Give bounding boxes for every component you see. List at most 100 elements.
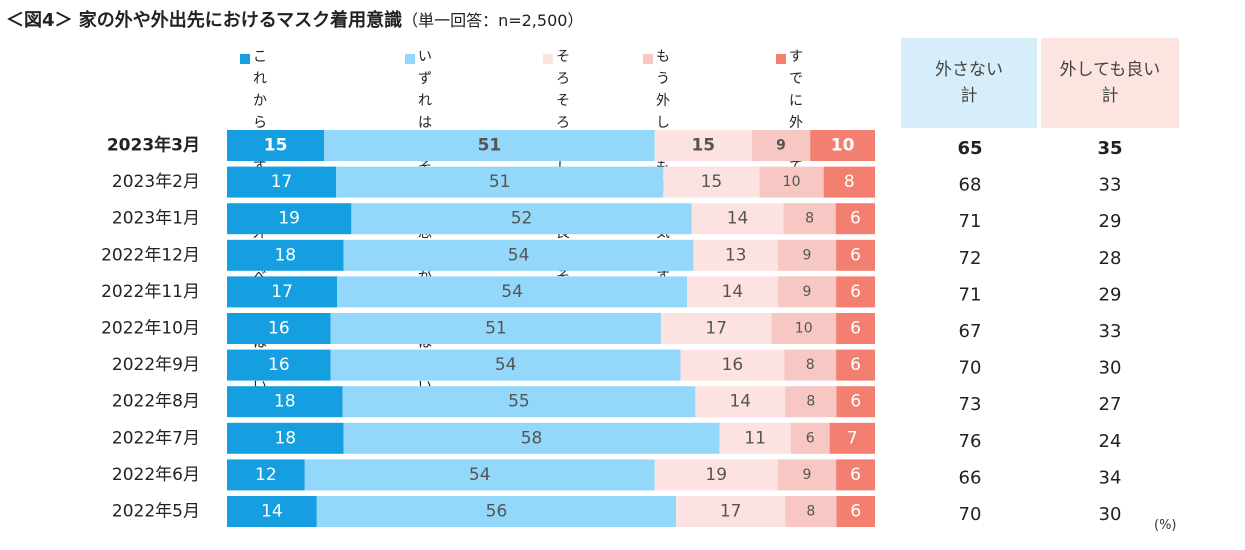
bar-segment-1 — [227, 203, 352, 235]
data-label: 18 — [274, 245, 296, 265]
data-label: 14 — [729, 392, 751, 412]
data-label: 58 — [521, 428, 543, 448]
bar-segment-1 — [227, 349, 331, 381]
bar-segment-2 — [304, 459, 655, 491]
unit-label: (%) — [1154, 518, 1177, 533]
data-label: 8 — [806, 504, 815, 520]
data-label: 9 — [776, 138, 786, 154]
category-label: 2022年5月 — [112, 502, 200, 522]
bar-segment-3 — [680, 349, 785, 381]
total-remove-value: 29 — [1099, 211, 1122, 232]
data-label: 6 — [850, 355, 861, 375]
data-label: 51 — [489, 172, 511, 192]
bar-segment-3 — [661, 313, 772, 344]
legend-swatch-4 — [643, 54, 653, 64]
chart-title-main: ＜図4＞ 家の外や外出先におけるマスク着用意識 — [6, 10, 403, 31]
bar-segment-5 — [836, 386, 875, 418]
data-label: 6 — [850, 245, 861, 265]
data-label: 17 — [705, 319, 727, 339]
data-label: 17 — [271, 282, 293, 302]
bar-segment-4 — [777, 239, 837, 271]
bar-segment-2 — [342, 386, 696, 418]
category-label: 2023年1月 — [112, 209, 200, 229]
bar-segment-5 — [823, 166, 875, 198]
data-label: 11 — [744, 428, 766, 448]
data-label: 54 — [495, 355, 517, 375]
data-label: 14 — [261, 502, 283, 522]
category-label: 2022年11月 — [101, 282, 200, 302]
data-label: 56 — [486, 502, 508, 522]
data-label: 8 — [844, 172, 855, 192]
bar-segment-5 — [836, 276, 875, 308]
bar-segment-2 — [316, 496, 677, 527]
data-label: 17 — [720, 502, 742, 522]
data-label: 14 — [727, 209, 749, 229]
data-label: 51 — [485, 319, 507, 339]
legend-swatch-1 — [240, 54, 250, 64]
data-label: 19 — [705, 465, 727, 485]
data-label: 7 — [847, 428, 858, 448]
bar-segment-5 — [810, 130, 875, 161]
bar-segment-2 — [337, 276, 688, 308]
bar-segment-1 — [227, 313, 331, 344]
total-keep-value: 68 — [959, 175, 982, 196]
total-remove-value: 30 — [1099, 504, 1122, 525]
legend-swatch-3 — [543, 54, 553, 64]
data-label: 18 — [274, 428, 296, 448]
bar-segment-4 — [790, 422, 830, 454]
bar-segment-2 — [330, 313, 662, 344]
bar-segment-4 — [785, 386, 837, 418]
data-label: 16 — [268, 319, 290, 339]
data-label: 51 — [478, 136, 502, 156]
chart-title: ＜図4＞ 家の外や外出先におけるマスク着用意識（単一回答：n=2,500） — [6, 6, 583, 32]
bar-segment-4 — [783, 203, 836, 235]
data-label: 52 — [511, 209, 533, 229]
bar-segment-4 — [777, 276, 837, 308]
bar-segment-3 — [719, 422, 791, 454]
total-remove-value: 33 — [1099, 175, 1122, 196]
bar-segment-4 — [771, 313, 837, 344]
bar-segment-3 — [654, 459, 778, 491]
data-label: 6 — [850, 465, 861, 485]
bar-segment-2 — [343, 239, 694, 271]
bar-segment-5 — [836, 349, 875, 381]
total-keep-value: 71 — [959, 211, 982, 232]
data-label: 15 — [691, 136, 715, 156]
bar-segment-3 — [654, 130, 752, 161]
bar-segment-2 — [330, 349, 681, 381]
category-label: 2022年12月 — [101, 245, 200, 265]
chart-title-sub: （単一回答：n=2,500） — [402, 11, 584, 30]
bar-segment-3 — [687, 276, 778, 308]
total-keep-value: 65 — [957, 138, 982, 159]
data-label: 13 — [725, 245, 747, 265]
data-label: 15 — [701, 172, 723, 192]
bar-segment-5 — [836, 459, 875, 491]
summary-header-remove: 外しても良い 計 — [1041, 38, 1179, 128]
total-remove-value: 30 — [1099, 358, 1122, 379]
data-label: 9 — [802, 467, 811, 483]
bar-segment-1 — [227, 496, 317, 527]
bar-segment-2 — [324, 130, 655, 161]
data-label: 55 — [508, 392, 530, 412]
data-label: 9 — [802, 247, 811, 263]
data-label: 10 — [783, 174, 801, 190]
bar-segment-3 — [676, 496, 786, 527]
data-label: 6 — [806, 430, 815, 446]
bar-segment-1 — [227, 130, 325, 161]
bar-segment-2 — [336, 166, 664, 198]
total-remove-value: 33 — [1099, 321, 1122, 342]
bar-segment-4 — [751, 130, 811, 161]
category-label: 2022年9月 — [112, 355, 200, 375]
data-label: 15 — [264, 136, 288, 156]
bar-segment-1 — [227, 459, 305, 491]
category-label: 2022年6月 — [112, 465, 200, 485]
bar-segment-5 — [836, 239, 875, 271]
data-label: 14 — [722, 282, 744, 302]
data-label: 6 — [850, 502, 861, 522]
total-keep-value: 72 — [959, 248, 982, 269]
category-label: 2023年3月 — [107, 135, 200, 156]
total-remove-value: 24 — [1099, 431, 1122, 452]
category-label: 2022年8月 — [112, 392, 200, 412]
data-label: 6 — [850, 282, 861, 302]
